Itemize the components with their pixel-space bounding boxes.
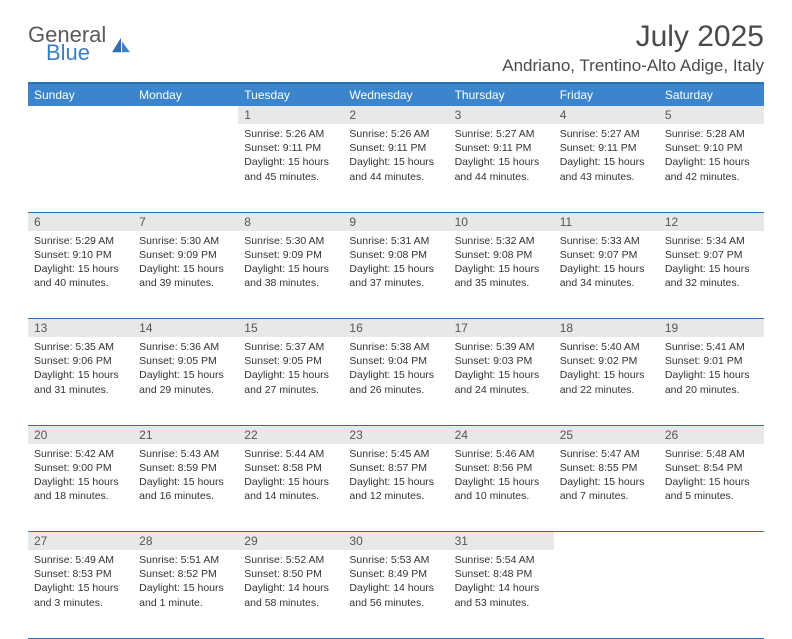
day-number-cell: 30 [343, 532, 448, 551]
day-number-cell: 29 [238, 532, 343, 551]
day-number-cell: 16 [343, 319, 448, 338]
weekday-header: Tuesday [238, 83, 343, 106]
day-number-cell: 7 [133, 212, 238, 231]
day-content-cell [28, 124, 133, 212]
weekday-header: Monday [133, 83, 238, 106]
day-content-cell: Sunrise: 5:30 AMSunset: 9:09 PMDaylight:… [238, 231, 343, 319]
day-content-cell: Sunrise: 5:36 AMSunset: 9:05 PMDaylight:… [133, 337, 238, 425]
day-content-cell: Sunrise: 5:40 AMSunset: 9:02 PMDaylight:… [554, 337, 659, 425]
day-content-cell: Sunrise: 5:26 AMSunset: 9:11 PMDaylight:… [343, 124, 448, 212]
day-number-row: 13141516171819 [28, 319, 764, 338]
day-content-cell: Sunrise: 5:33 AMSunset: 9:07 PMDaylight:… [554, 231, 659, 319]
day-number-row: 20212223242526 [28, 425, 764, 444]
weekday-header-row: Sunday Monday Tuesday Wednesday Thursday… [28, 83, 764, 106]
day-number-cell: 15 [238, 319, 343, 338]
day-content-cell: Sunrise: 5:26 AMSunset: 9:11 PMDaylight:… [238, 124, 343, 212]
day-number-cell: 6 [28, 212, 133, 231]
day-content-cell: Sunrise: 5:28 AMSunset: 9:10 PMDaylight:… [659, 124, 764, 212]
day-content-cell: Sunrise: 5:44 AMSunset: 8:58 PMDaylight:… [238, 444, 343, 532]
day-content-cell: Sunrise: 5:27 AMSunset: 9:11 PMDaylight:… [554, 124, 659, 212]
day-number-cell: 12 [659, 212, 764, 231]
day-content-cell: Sunrise: 5:32 AMSunset: 9:08 PMDaylight:… [449, 231, 554, 319]
day-number-cell: 25 [554, 425, 659, 444]
day-number-cell: 26 [659, 425, 764, 444]
calendar-table: Sunday Monday Tuesday Wednesday Thursday… [28, 82, 764, 639]
day-number-cell [659, 532, 764, 551]
logo-sail-icon [110, 36, 132, 54]
day-content-cell: Sunrise: 5:53 AMSunset: 8:49 PMDaylight:… [343, 550, 448, 638]
day-number-cell: 2 [343, 106, 448, 124]
day-content-cell: Sunrise: 5:30 AMSunset: 9:09 PMDaylight:… [133, 231, 238, 319]
day-number-cell: 14 [133, 319, 238, 338]
day-content-cell: Sunrise: 5:49 AMSunset: 8:53 PMDaylight:… [28, 550, 133, 638]
day-content-cell: Sunrise: 5:35 AMSunset: 9:06 PMDaylight:… [28, 337, 133, 425]
day-number-cell: 28 [133, 532, 238, 551]
day-content-cell: Sunrise: 5:34 AMSunset: 9:07 PMDaylight:… [659, 231, 764, 319]
day-number-cell [133, 106, 238, 124]
day-content-cell [133, 124, 238, 212]
day-number-cell: 8 [238, 212, 343, 231]
day-content-cell: Sunrise: 5:41 AMSunset: 9:01 PMDaylight:… [659, 337, 764, 425]
day-content-cell [554, 550, 659, 638]
day-content-row: Sunrise: 5:35 AMSunset: 9:06 PMDaylight:… [28, 337, 764, 425]
day-number-row: 2728293031 [28, 532, 764, 551]
day-number-cell: 4 [554, 106, 659, 124]
day-content-cell: Sunrise: 5:31 AMSunset: 9:08 PMDaylight:… [343, 231, 448, 319]
day-content-cell: Sunrise: 5:39 AMSunset: 9:03 PMDaylight:… [449, 337, 554, 425]
location: Andriano, Trentino-Alto Adige, Italy [502, 56, 764, 76]
day-number-cell: 10 [449, 212, 554, 231]
day-number-cell: 21 [133, 425, 238, 444]
day-number-cell: 19 [659, 319, 764, 338]
logo-blue: Blue [46, 42, 106, 64]
day-number-cell: 31 [449, 532, 554, 551]
day-content-row: Sunrise: 5:49 AMSunset: 8:53 PMDaylight:… [28, 550, 764, 638]
day-content-cell: Sunrise: 5:43 AMSunset: 8:59 PMDaylight:… [133, 444, 238, 532]
day-number-cell: 20 [28, 425, 133, 444]
day-content-cell: Sunrise: 5:45 AMSunset: 8:57 PMDaylight:… [343, 444, 448, 532]
day-number-cell: 27 [28, 532, 133, 551]
logo: General Blue [28, 24, 132, 64]
day-content-cell [659, 550, 764, 638]
day-content-row: Sunrise: 5:26 AMSunset: 9:11 PMDaylight:… [28, 124, 764, 212]
day-number-cell: 18 [554, 319, 659, 338]
day-content-cell: Sunrise: 5:27 AMSunset: 9:11 PMDaylight:… [449, 124, 554, 212]
weekday-header: Sunday [28, 83, 133, 106]
day-content-cell: Sunrise: 5:42 AMSunset: 9:00 PMDaylight:… [28, 444, 133, 532]
day-number-cell: 9 [343, 212, 448, 231]
day-content-cell: Sunrise: 5:52 AMSunset: 8:50 PMDaylight:… [238, 550, 343, 638]
day-content-cell: Sunrise: 5:38 AMSunset: 9:04 PMDaylight:… [343, 337, 448, 425]
day-number-row: 12345 [28, 106, 764, 124]
day-number-cell: 13 [28, 319, 133, 338]
day-number-cell: 5 [659, 106, 764, 124]
day-content-cell: Sunrise: 5:48 AMSunset: 8:54 PMDaylight:… [659, 444, 764, 532]
day-number-cell [554, 532, 659, 551]
header: General Blue July 2025 Andriano, Trentin… [28, 20, 764, 76]
title-block: July 2025 Andriano, Trentino-Alto Adige,… [502, 20, 764, 76]
weekday-header: Friday [554, 83, 659, 106]
day-content-row: Sunrise: 5:42 AMSunset: 9:00 PMDaylight:… [28, 444, 764, 532]
day-number-cell: 22 [238, 425, 343, 444]
day-content-cell: Sunrise: 5:37 AMSunset: 9:05 PMDaylight:… [238, 337, 343, 425]
day-content-cell: Sunrise: 5:51 AMSunset: 8:52 PMDaylight:… [133, 550, 238, 638]
day-number-row: 6789101112 [28, 212, 764, 231]
day-number-cell: 3 [449, 106, 554, 124]
day-content-cell: Sunrise: 5:54 AMSunset: 8:48 PMDaylight:… [449, 550, 554, 638]
day-number-cell: 23 [343, 425, 448, 444]
day-content-cell: Sunrise: 5:47 AMSunset: 8:55 PMDaylight:… [554, 444, 659, 532]
day-number-cell [28, 106, 133, 124]
weekday-header: Thursday [449, 83, 554, 106]
day-number-cell: 24 [449, 425, 554, 444]
month-year: July 2025 [502, 20, 764, 54]
day-content-cell: Sunrise: 5:46 AMSunset: 8:56 PMDaylight:… [449, 444, 554, 532]
day-number-cell: 17 [449, 319, 554, 338]
day-number-cell: 1 [238, 106, 343, 124]
day-number-cell: 11 [554, 212, 659, 231]
weekday-header: Wednesday [343, 83, 448, 106]
day-content-cell: Sunrise: 5:29 AMSunset: 9:10 PMDaylight:… [28, 231, 133, 319]
day-content-row: Sunrise: 5:29 AMSunset: 9:10 PMDaylight:… [28, 231, 764, 319]
weekday-header: Saturday [659, 83, 764, 106]
